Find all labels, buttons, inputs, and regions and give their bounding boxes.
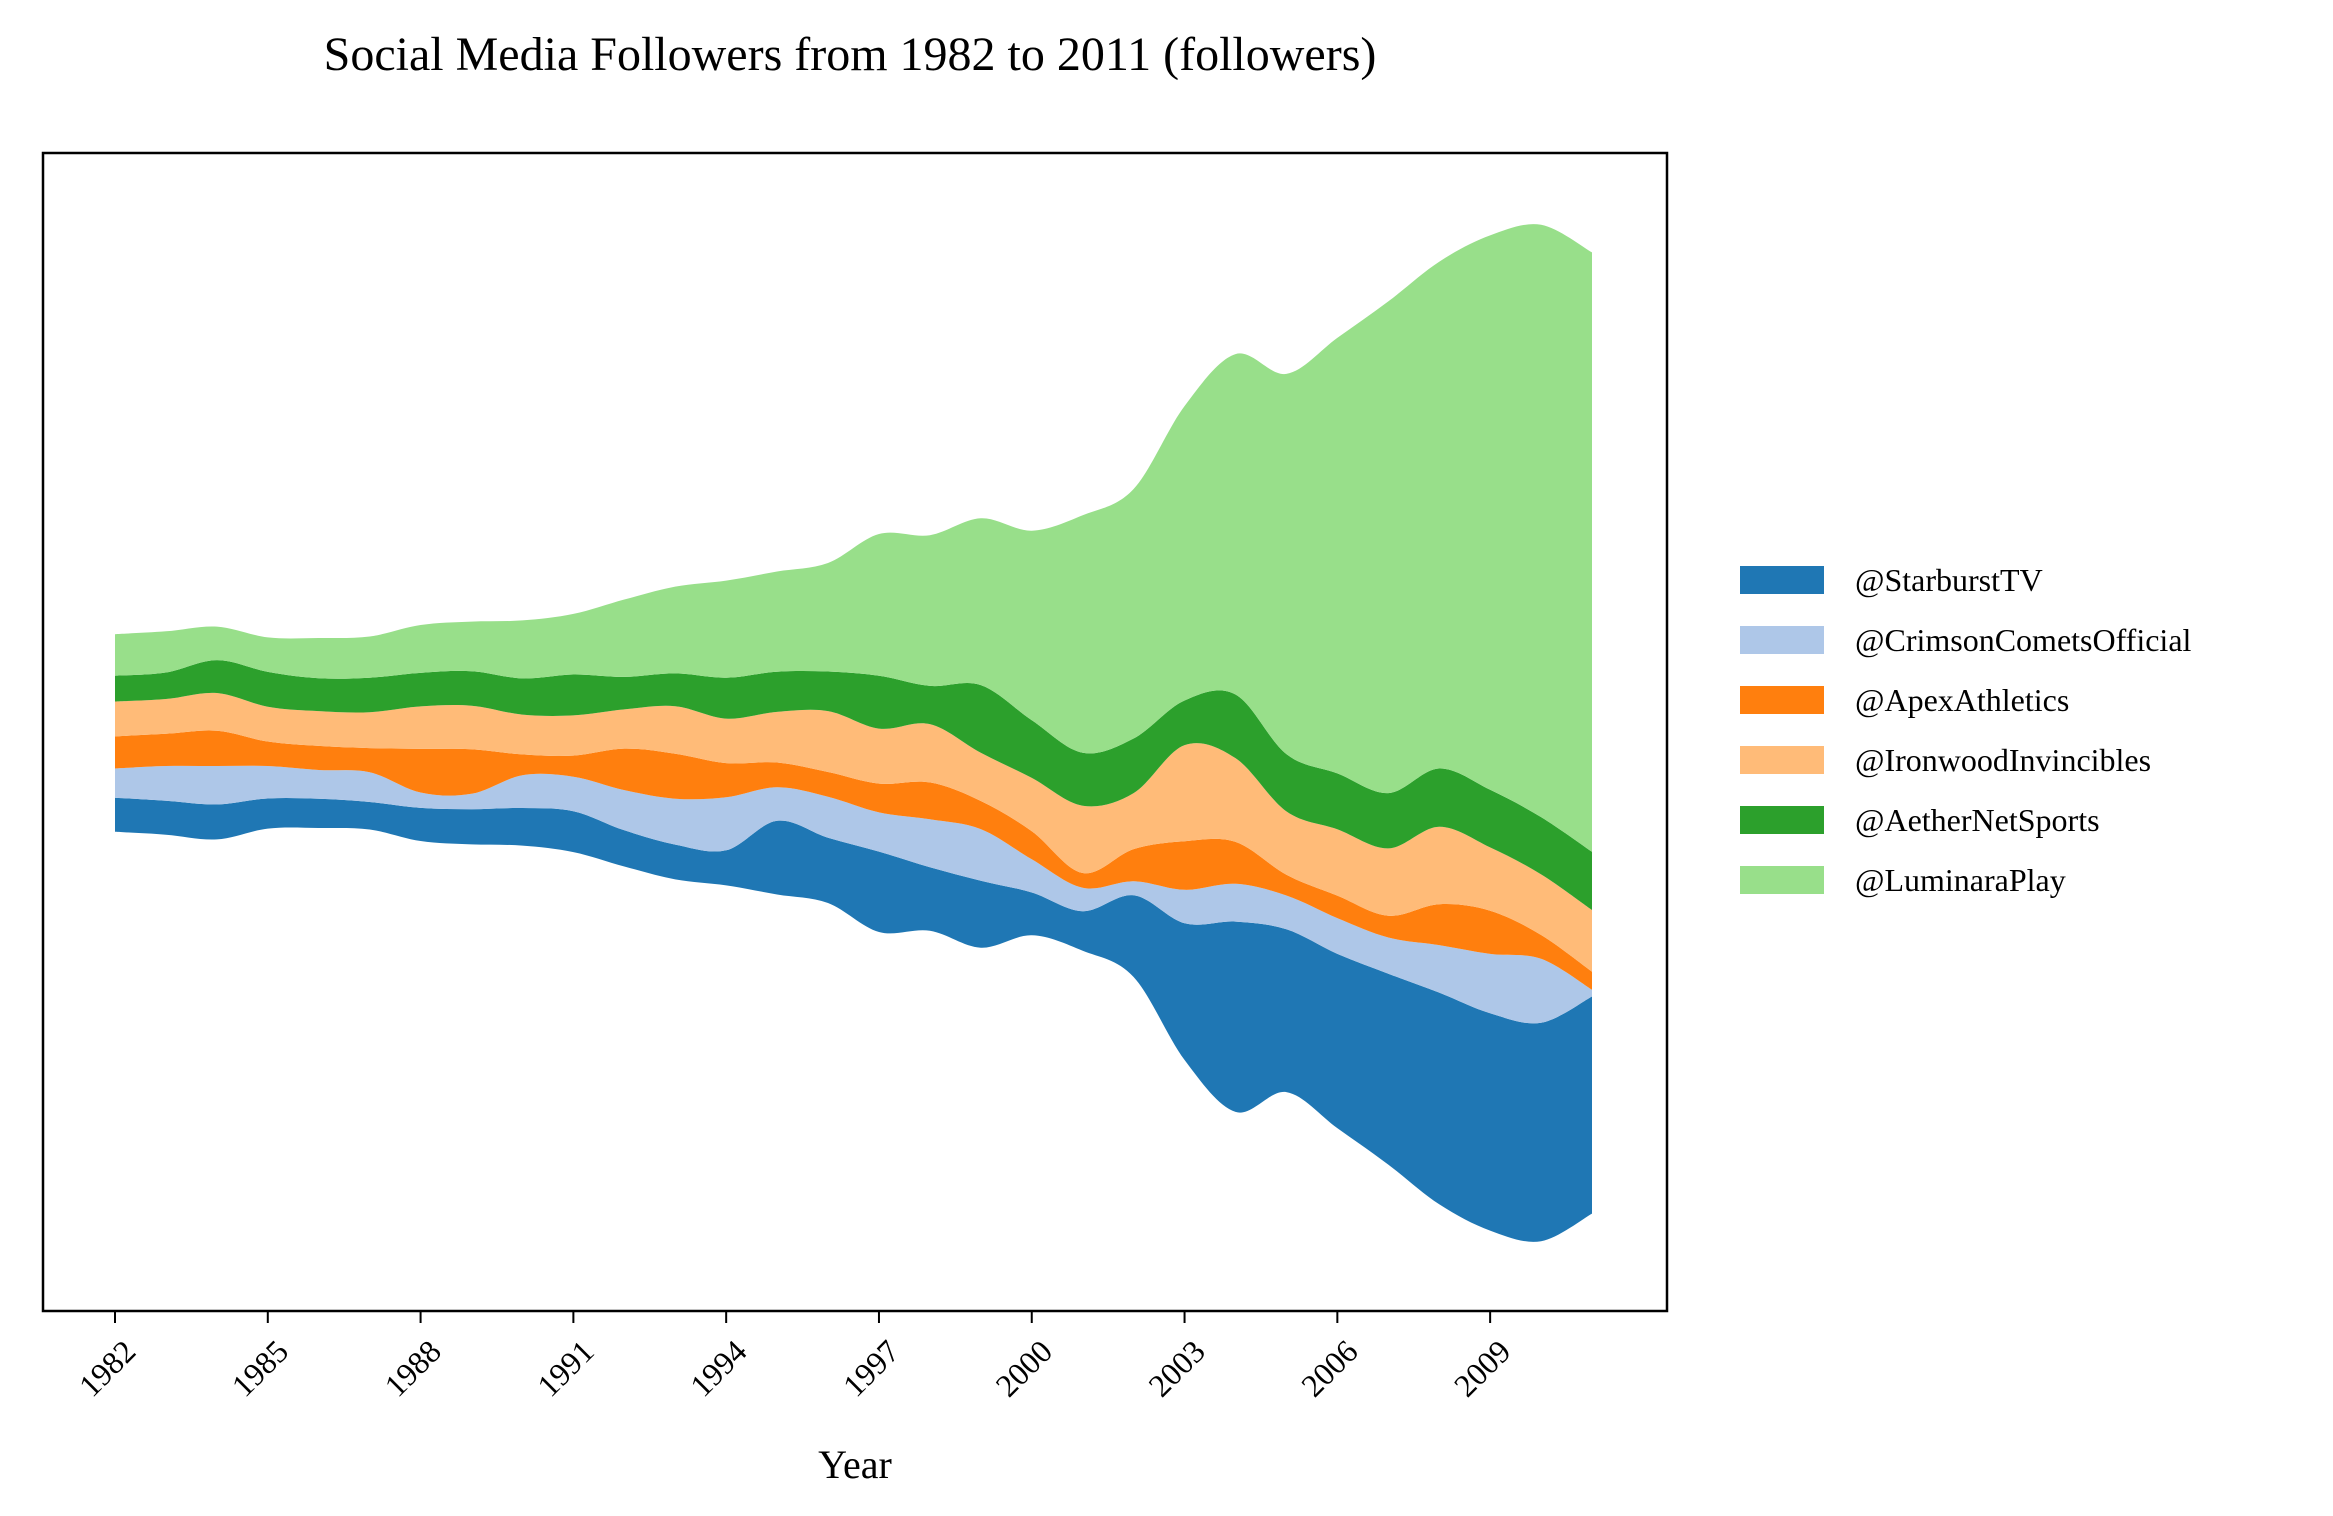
stream-layer-starbursttv bbox=[115, 797, 1592, 1242]
stream-layer-luminaraplay bbox=[115, 224, 1592, 852]
x-tick-label: 1982 bbox=[72, 1333, 143, 1404]
plot-frame bbox=[41, 151, 1669, 1313]
legend-label: @CrimsonCometsOfficial bbox=[1855, 622, 2192, 658]
stream-layer-ironwoodinvincibles bbox=[115, 692, 1592, 972]
chart-title: Social Media Followers from 1982 to 2011… bbox=[324, 28, 1377, 81]
legend-swatch bbox=[1740, 866, 1824, 894]
x-tick-label: 2009 bbox=[1447, 1333, 1518, 1404]
legend-label: @LuminaraPlay bbox=[1855, 862, 2066, 898]
legend-swatch bbox=[1740, 566, 1824, 594]
legend-swatch bbox=[1740, 626, 1824, 654]
stream-layers bbox=[115, 224, 1592, 1242]
x-tick-label: 2000 bbox=[988, 1333, 1059, 1404]
legend-swatch bbox=[1740, 806, 1824, 834]
x-tick-label: 2003 bbox=[1141, 1333, 1212, 1404]
legend-swatch bbox=[1740, 746, 1824, 774]
x-axis-label: Year bbox=[818, 1442, 892, 1487]
legend-label: @IronwoodInvincibles bbox=[1855, 742, 2151, 778]
x-tick-label: 2006 bbox=[1294, 1333, 1365, 1404]
legend: @StarburstTV @CrimsonCometsOfficial @ApexA… bbox=[1740, 562, 2192, 898]
x-axis-ticks: 1982 1985 1988 1991 1994 1997 2000 2003 2006 2009 bbox=[72, 1311, 1518, 1404]
x-tick-label: 1994 bbox=[683, 1333, 754, 1404]
stream-layer-aethernetsports bbox=[115, 660, 1592, 910]
x-tick-label: 1985 bbox=[224, 1333, 295, 1404]
legend-label: @AetherNetSports bbox=[1855, 802, 2100, 838]
legend-label: @StarburstTV bbox=[1855, 562, 2043, 598]
stream-layer-apexathletics bbox=[115, 730, 1592, 990]
legend-label: @ApexAthletics bbox=[1855, 682, 2069, 718]
x-tick-label: 1997 bbox=[836, 1333, 907, 1404]
x-tick-label: 1988 bbox=[377, 1333, 448, 1404]
stream-layer-crimsoncometsofficial bbox=[115, 765, 1592, 1024]
x-tick-label: 1991 bbox=[530, 1333, 601, 1404]
legend-swatch bbox=[1740, 686, 1824, 714]
